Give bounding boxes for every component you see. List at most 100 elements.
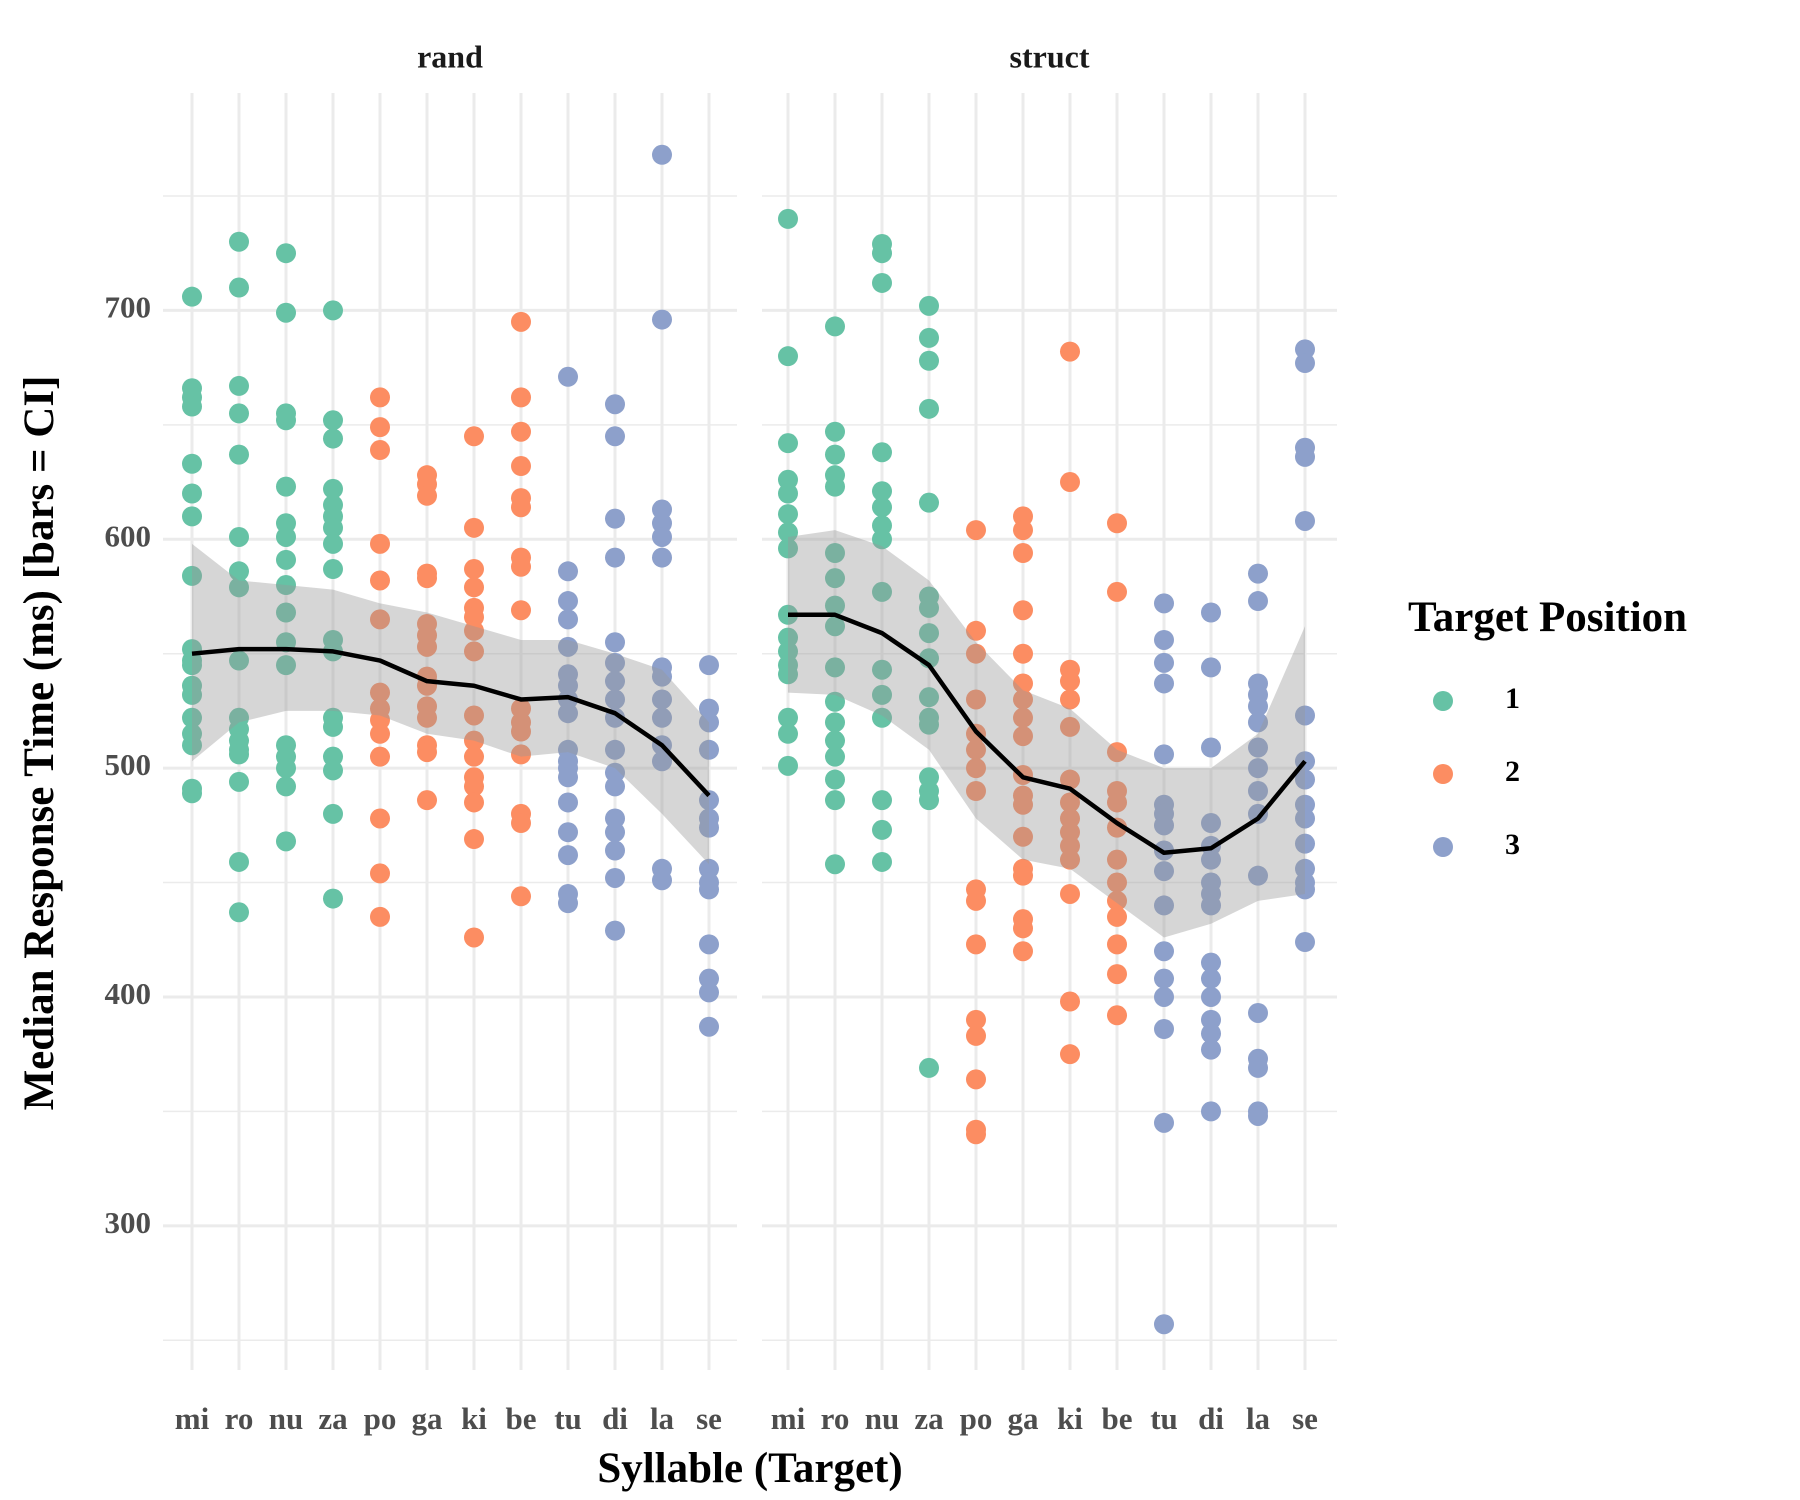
point (229, 403, 249, 424)
point (652, 870, 672, 891)
point (417, 636, 437, 657)
point (919, 687, 939, 708)
point (1201, 952, 1221, 973)
point (966, 1069, 986, 1090)
point (370, 906, 390, 927)
point (1060, 808, 1080, 829)
y-tick-label: 500 (105, 747, 152, 782)
point (558, 561, 578, 582)
point (1013, 689, 1033, 710)
confidence-band (192, 543, 709, 865)
point (699, 817, 719, 838)
point (1201, 737, 1221, 758)
point (966, 620, 986, 641)
x-tick-label: ki (1057, 1401, 1083, 1436)
point (1107, 1005, 1127, 1026)
point (919, 714, 939, 735)
point (825, 746, 845, 767)
legend-label: 2 (1505, 755, 1520, 788)
point (323, 746, 343, 767)
point (1295, 353, 1315, 374)
point (323, 760, 343, 781)
point (919, 492, 939, 513)
point (464, 517, 484, 538)
point (511, 744, 531, 765)
x-tick-label: nu (269, 1401, 303, 1436)
point (511, 556, 531, 577)
point (276, 831, 296, 852)
x-tick-label: ro (225, 1401, 254, 1436)
point (1107, 817, 1127, 838)
x-tick-label: se (696, 1401, 722, 1436)
point (652, 526, 672, 547)
point (276, 513, 296, 534)
point (182, 707, 202, 728)
point (825, 712, 845, 733)
point (778, 346, 798, 367)
point (323, 478, 343, 499)
point (1013, 506, 1033, 527)
point (1060, 822, 1080, 843)
point (966, 758, 986, 779)
point (370, 440, 390, 461)
point (370, 417, 390, 438)
point (872, 819, 892, 840)
point (872, 272, 892, 293)
point (276, 410, 296, 431)
point (511, 721, 531, 742)
point (323, 559, 343, 580)
point (778, 755, 798, 776)
point (1013, 707, 1033, 728)
point (370, 387, 390, 408)
point (778, 483, 798, 504)
point (1107, 581, 1127, 602)
point (229, 231, 249, 252)
point (417, 790, 437, 811)
point (1154, 986, 1174, 1007)
point (1295, 833, 1315, 854)
point (778, 522, 798, 543)
point (966, 643, 986, 664)
point (1201, 657, 1221, 678)
point (370, 682, 390, 703)
point (229, 902, 249, 923)
point (872, 659, 892, 680)
point (1107, 742, 1127, 763)
x-tick-label: di (602, 1401, 628, 1436)
point (652, 689, 672, 710)
point (825, 542, 845, 563)
point (652, 751, 672, 772)
point (605, 632, 625, 653)
point (652, 666, 672, 687)
point (182, 783, 202, 804)
point (276, 776, 296, 797)
point (1295, 446, 1315, 467)
point (1295, 879, 1315, 900)
point (323, 428, 343, 449)
x-tick-label: di (1198, 1401, 1224, 1436)
x-tick-label: mi (175, 1401, 210, 1436)
point (652, 144, 672, 165)
point (511, 456, 531, 477)
point (1201, 1023, 1221, 1044)
point (1248, 1105, 1268, 1126)
point (778, 504, 798, 525)
point (558, 845, 578, 866)
point (1013, 542, 1033, 563)
point (370, 570, 390, 591)
point (1201, 813, 1221, 834)
point (919, 767, 939, 788)
point (1154, 593, 1174, 614)
y-tick-label: 300 (105, 1205, 152, 1240)
x-tick-label: po (364, 1401, 397, 1436)
point (1060, 472, 1080, 493)
point (1248, 1002, 1268, 1023)
point (229, 577, 249, 598)
point (558, 792, 578, 813)
point (370, 723, 390, 744)
point (605, 508, 625, 529)
point (919, 327, 939, 348)
x-tick-label: po (960, 1401, 993, 1436)
y-axis-label: Median Response Time (ms) [bars = CI] (16, 376, 63, 1111)
point (872, 581, 892, 602)
